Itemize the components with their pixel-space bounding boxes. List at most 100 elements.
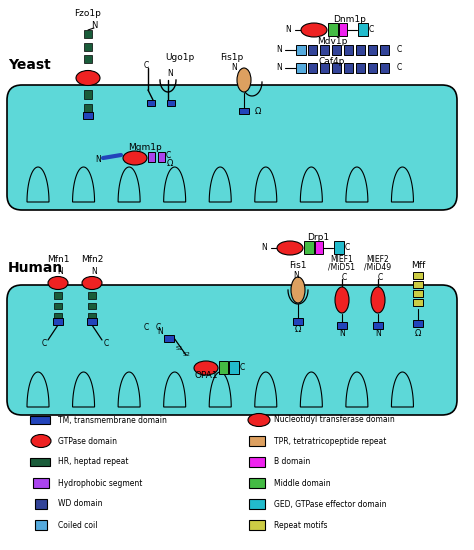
Bar [84, 56, 92, 63]
Bar [293, 318, 303, 325]
Text: C: C [345, 244, 350, 252]
Bar [315, 241, 323, 254]
Bar [84, 90, 92, 99]
Polygon shape [73, 167, 94, 202]
Bar [148, 152, 155, 162]
Ellipse shape [82, 277, 102, 289]
Bar [356, 45, 365, 55]
Polygon shape [209, 372, 231, 407]
Bar [83, 112, 93, 119]
Bar [88, 302, 96, 309]
Text: S2: S2 [183, 351, 191, 356]
Bar [413, 290, 423, 297]
Bar [229, 361, 239, 374]
Text: Middle domain: Middle domain [274, 478, 331, 487]
Text: Human: Human [8, 261, 63, 275]
Bar [380, 63, 389, 73]
Bar [33, 478, 49, 488]
Text: C: C [143, 62, 149, 70]
Ellipse shape [248, 414, 270, 426]
Polygon shape [392, 372, 413, 407]
Polygon shape [301, 167, 322, 202]
Bar [54, 302, 62, 309]
Bar [219, 361, 228, 374]
Text: /MiD49: /MiD49 [365, 262, 392, 272]
Ellipse shape [76, 70, 100, 85]
Bar [344, 63, 353, 73]
Bar [334, 241, 344, 254]
FancyBboxPatch shape [7, 85, 457, 210]
Bar [53, 318, 63, 325]
Text: B domain: B domain [274, 458, 310, 466]
Polygon shape [346, 372, 368, 407]
Text: C: C [396, 46, 401, 54]
Text: HR, heptad repeat: HR, heptad repeat [58, 458, 128, 466]
Text: N: N [231, 63, 237, 72]
Text: GED, GTPase effector domain: GED, GTPase effector domain [274, 499, 386, 509]
Text: Repeat motifs: Repeat motifs [274, 520, 328, 530]
Text: N: N [276, 63, 282, 73]
Text: Nucleotidyl transferase domain: Nucleotidyl transferase domain [274, 415, 395, 425]
Bar [337, 322, 347, 329]
Text: C: C [103, 338, 109, 348]
Bar [249, 457, 265, 467]
Polygon shape [301, 372, 322, 407]
Text: GTPase domain: GTPase domain [58, 437, 117, 446]
Bar [84, 43, 92, 51]
Text: Fis1: Fis1 [289, 261, 307, 271]
Bar [30, 416, 50, 424]
Text: TM, transmembrane domain: TM, transmembrane domain [58, 415, 167, 425]
Text: N: N [339, 329, 345, 338]
Bar [332, 63, 341, 73]
Text: Ω: Ω [167, 158, 173, 168]
Bar [249, 499, 265, 509]
Bar [308, 45, 317, 55]
Text: Mdv1p: Mdv1p [317, 37, 347, 47]
Bar [84, 30, 92, 38]
Bar [87, 318, 97, 325]
Bar [88, 292, 96, 299]
Text: S1: S1 [176, 345, 184, 350]
Ellipse shape [371, 287, 385, 313]
Ellipse shape [335, 287, 349, 313]
Bar [239, 108, 249, 114]
Ellipse shape [194, 361, 218, 375]
Ellipse shape [123, 151, 147, 165]
Text: OPA1: OPA1 [194, 371, 218, 380]
Text: Mgm1p: Mgm1p [128, 144, 162, 152]
Bar [35, 520, 47, 530]
Bar [413, 299, 423, 306]
Ellipse shape [237, 68, 251, 92]
Ellipse shape [301, 23, 327, 37]
Bar [368, 45, 377, 55]
Text: C: C [239, 364, 245, 372]
Bar [164, 335, 174, 342]
Polygon shape [164, 167, 186, 202]
Text: Caf4p: Caf4p [319, 58, 345, 67]
Bar [368, 63, 377, 73]
Text: Hydrophobic segment: Hydrophobic segment [58, 478, 142, 487]
Text: C: C [377, 272, 383, 282]
Text: C: C [165, 151, 171, 161]
Text: TPR, tetratricopeptide repeat: TPR, tetratricopeptide repeat [274, 437, 386, 446]
Bar [339, 23, 347, 36]
Text: MIEF2: MIEF2 [366, 256, 389, 265]
Text: N: N [91, 21, 97, 30]
Polygon shape [346, 167, 368, 202]
Polygon shape [73, 372, 94, 407]
Bar [356, 63, 365, 73]
Text: Fzo1p: Fzo1p [74, 9, 101, 19]
Text: N: N [91, 267, 97, 276]
Text: Mfn2: Mfn2 [81, 256, 103, 265]
Polygon shape [392, 167, 413, 202]
Bar [147, 100, 155, 106]
Text: Dnm1p: Dnm1p [334, 15, 366, 25]
Bar [373, 322, 383, 329]
Polygon shape [255, 167, 277, 202]
FancyBboxPatch shape [7, 285, 457, 415]
Text: C: C [41, 338, 46, 348]
Polygon shape [118, 167, 140, 202]
Text: Ω: Ω [255, 107, 261, 117]
Text: N: N [293, 271, 299, 279]
Text: N: N [95, 156, 101, 164]
